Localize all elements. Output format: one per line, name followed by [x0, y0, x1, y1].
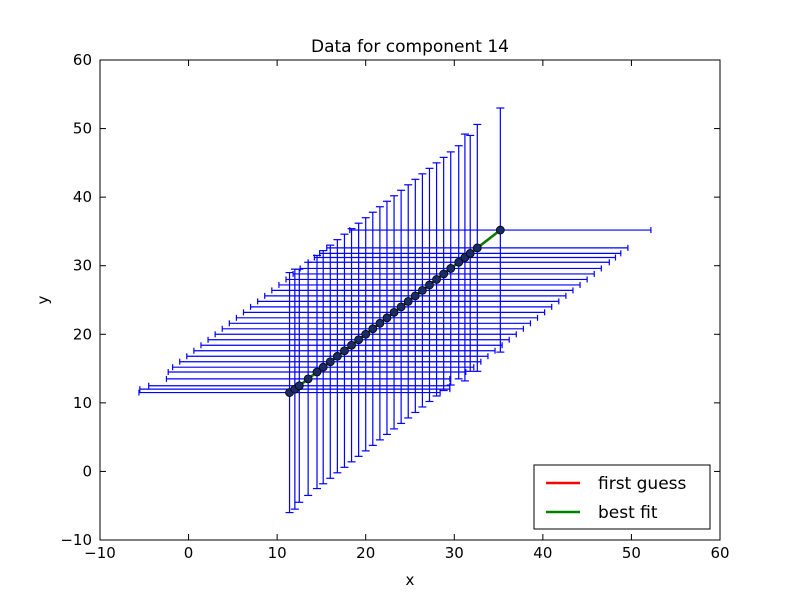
- y-tick-label: −10: [60, 531, 92, 549]
- plot-area: [138, 107, 652, 514]
- data-point: [472, 243, 482, 253]
- data-point: [403, 296, 413, 306]
- y-tick-label: 60: [73, 51, 92, 69]
- x-tick-label: 40: [533, 544, 552, 562]
- chart-title: Data for component 14: [311, 37, 509, 57]
- data-point: [361, 329, 371, 339]
- y-tick-label: 0: [82, 462, 92, 480]
- data-markers: [285, 225, 505, 397]
- data-point: [303, 374, 313, 384]
- data-point: [318, 362, 328, 372]
- data-point: [389, 307, 399, 317]
- data-point: [432, 275, 441, 284]
- x-tick-label: 10: [268, 544, 287, 562]
- data-point: [465, 248, 475, 258]
- y-tick-label: 40: [73, 188, 92, 206]
- data-point: [294, 381, 304, 391]
- legend: first guess best fit: [533, 464, 711, 530]
- data-point: [454, 257, 464, 267]
- axes-frame: [99, 59, 721, 541]
- data-point: [417, 285, 427, 295]
- y-tick-label: 10: [73, 394, 92, 412]
- x-tick-label: 0: [184, 544, 194, 562]
- data-point: [332, 351, 342, 361]
- data-point: [396, 302, 406, 312]
- legend-label-first-guess: first guess: [598, 474, 687, 494]
- x-tick-label: 20: [356, 544, 375, 562]
- y-tick-label: 50: [73, 120, 92, 138]
- data-point: [495, 225, 505, 235]
- x-tick-label: 50: [622, 544, 641, 562]
- data-point: [368, 324, 378, 334]
- legend-box: [533, 464, 711, 530]
- data-point: [382, 313, 392, 323]
- x-axis-label: x: [406, 571, 415, 589]
- data-point: [439, 269, 449, 279]
- legend-label-best-fit: best fit: [598, 503, 658, 523]
- axis-ticks: −10 0 10 20 30 40 50 60 −10 0 10 20 30 40 50 60: [60, 51, 729, 562]
- data-point: [425, 280, 434, 290]
- y-tick-label: 20: [73, 325, 92, 343]
- data-point: [375, 318, 385, 328]
- x-tick-label: 30: [445, 544, 464, 562]
- x-tick-label: 60: [710, 544, 729, 562]
- data-point: [410, 291, 420, 301]
- data-point: [340, 346, 349, 356]
- data-point: [354, 335, 364, 345]
- data-point: [446, 264, 456, 273]
- y-axis-label: y: [34, 295, 52, 304]
- y-tick-label: 30: [73, 257, 92, 275]
- data-point: [347, 340, 356, 350]
- data-point: [325, 357, 335, 367]
- x-tick-label: −10: [84, 544, 116, 562]
- data-point: [312, 367, 322, 377]
